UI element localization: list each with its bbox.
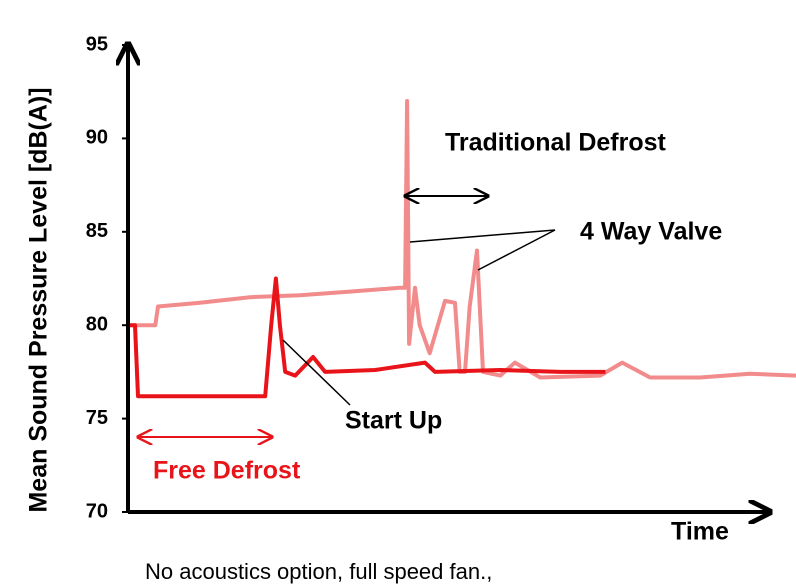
y-tick-label: 70	[86, 500, 108, 522]
y-tick-label: 75	[86, 407, 108, 429]
series-line	[130, 276, 606, 399]
pointer-line	[477, 229, 556, 271]
y-tick-label: 80	[86, 313, 108, 335]
annotation: 4 Way Valve	[580, 218, 722, 246]
annotation: Start Up	[345, 407, 442, 435]
series-line	[130, 99, 796, 380]
y-tick-label: 90	[86, 127, 108, 149]
y-axis-label: Mean Sound Pressure Level [dB(A)]	[25, 87, 53, 512]
pointer-line	[409, 229, 556, 243]
y-tick-label: 85	[86, 220, 108, 242]
annotation: Free Defrost	[153, 457, 301, 485]
footnote: No acoustics option, full speed fan.,	[145, 559, 492, 584]
annotation: Traditional Defrost	[445, 129, 667, 157]
x-axis-label: Time	[671, 518, 729, 546]
pointer-line	[282, 339, 351, 406]
y-tick-label: 95	[86, 33, 108, 55]
